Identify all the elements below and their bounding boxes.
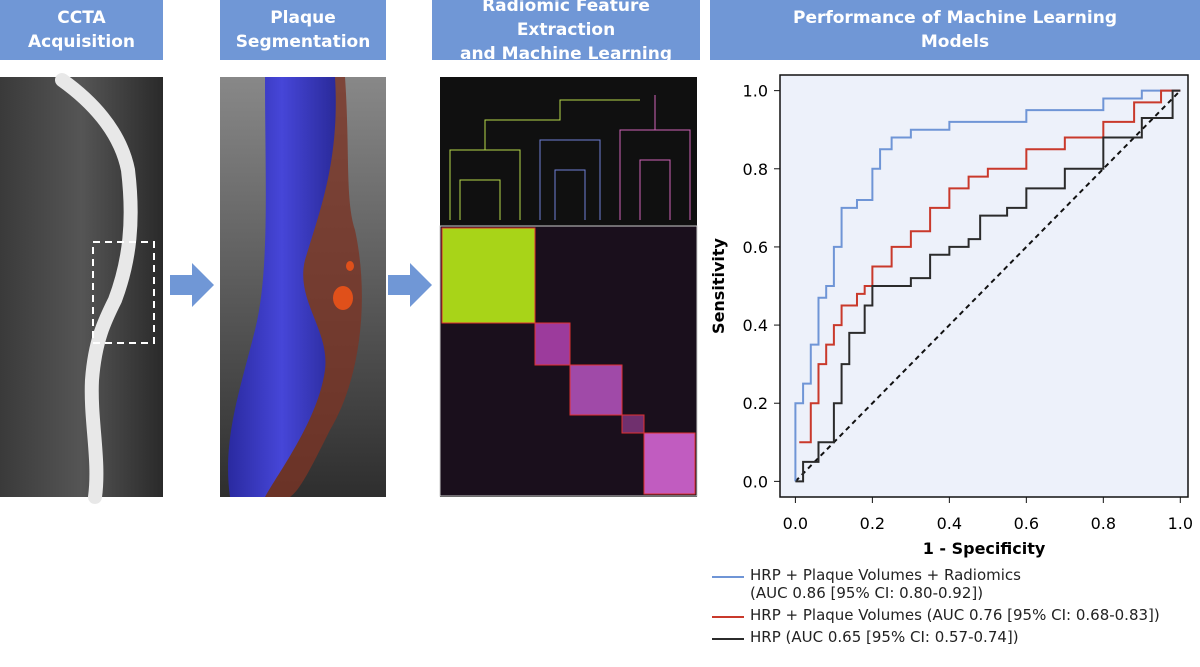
plaque [333, 286, 353, 310]
vessel [55, 73, 138, 504]
x-axis-title: 1 - Specificity [923, 539, 1046, 558]
arrow [388, 263, 432, 307]
cluster [569, 364, 623, 416]
y-tick-label: 1.0 [743, 82, 768, 101]
legend-label: HRP (AUC 0.65 [95% CI: 0.57-0.74]) [750, 628, 1019, 646]
y-tick-label: 0.2 [743, 394, 768, 413]
y-tick-label: 0.0 [743, 472, 768, 491]
legend-entry: HRP (AUC 0.65 [95% CI: 0.57-0.74]) [712, 628, 1160, 646]
y-tick-label: 0.6 [743, 238, 768, 257]
plaque [346, 261, 354, 271]
lumen [228, 77, 336, 497]
panel-header: Performance of Machine Learning Models [710, 0, 1200, 60]
y-axis-title: Sensitivity [709, 237, 728, 333]
x-tick-label: 0.4 [937, 514, 962, 533]
panel-header: Radiomic Feature Extraction and Machine L… [432, 0, 700, 64]
roi-box [92, 241, 155, 344]
panel-header: Plaque Segmentation [220, 0, 386, 60]
header-line: Radiomic Feature Extraction [482, 0, 650, 40]
header-line: Plaque [270, 8, 336, 28]
legend-entry: HRP + Plaque Volumes + Radiomics (AUC 0.… [712, 566, 1160, 602]
ct-image [0, 77, 163, 497]
header-line: and Machine Learning [459, 44, 673, 64]
x-tick-label: 0.8 [1091, 514, 1116, 533]
reference-diagonal [794, 89, 1182, 483]
roc-curve [799, 89, 1181, 444]
x-tick-label: 0.6 [1014, 514, 1039, 533]
header-line: CCTA [57, 8, 106, 28]
legend-entry: HRP + Plaque Volumes (AUC 0.76 [95% CI: … [712, 606, 1160, 624]
figure: 0.0 0.2 0.4 0.6 0.8 1.0 0.0 0.2 0.4 0.6 0.8 1.0 1 - … [0, 73, 1193, 558]
legend-swatch [712, 616, 744, 618]
cluster [643, 432, 696, 495]
x-tick-label: 0.2 [860, 514, 885, 533]
y-tick-label: 0.8 [743, 160, 768, 179]
legend-swatch [712, 638, 744, 640]
header-line: Performance of Machine Learning [792, 8, 1117, 28]
legend-label: HRP + Plaque Volumes + Radiomics (AUC 0.… [750, 566, 1021, 602]
legend-label: HRP + Plaque Volumes (AUC 0.76 [95% CI: … [750, 606, 1160, 624]
header-line: Segmentation [235, 32, 371, 52]
legend: HRP + Plaque Volumes + Radiomics (AUC 0.… [712, 566, 1160, 650]
y-tick-label: 0.4 [743, 316, 768, 335]
legend-swatch [712, 576, 744, 578]
cluster [621, 414, 645, 434]
header-line: Models [920, 32, 990, 52]
x-tick-label: 1.0 [1168, 514, 1193, 533]
header-line: Acquisition [27, 32, 135, 52]
x-tick-label: 0.0 [783, 514, 808, 533]
roc-curve [794, 89, 1181, 482]
cluster [534, 322, 571, 366]
arrow [170, 263, 214, 307]
roc-chart: 0.0 0.2 0.4 0.6 0.8 1.0 0.0 0.2 0.4 0.6 0.8 1.0 1 - … [709, 74, 1193, 558]
panel-header: CCTA Acquisition [0, 0, 163, 60]
cluster [441, 227, 536, 324]
roc-curve [795, 89, 1181, 483]
dendrogram [449, 95, 691, 220]
